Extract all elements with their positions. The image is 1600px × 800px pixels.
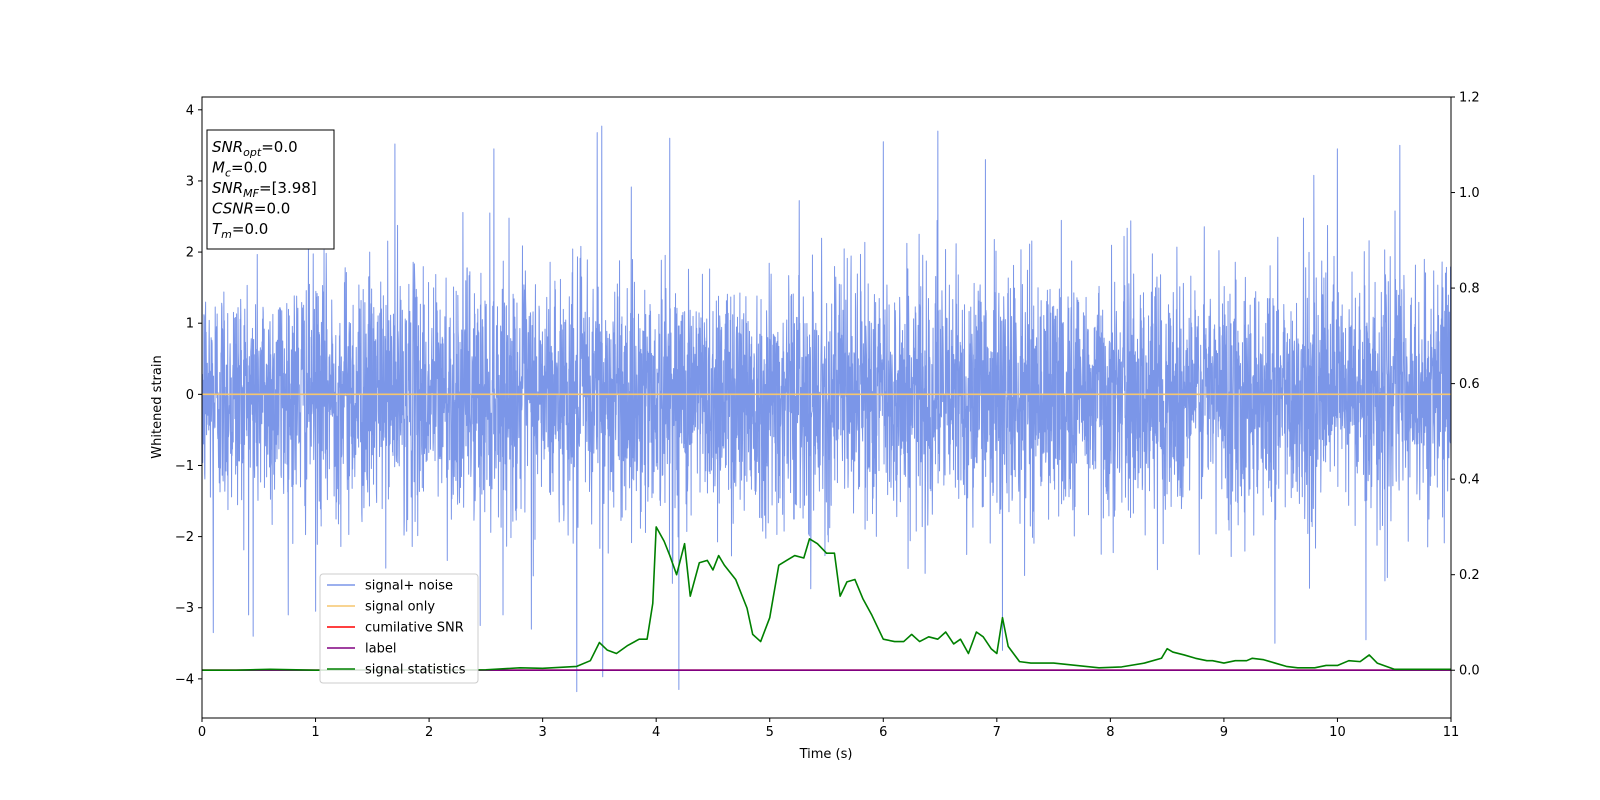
plot-frame <box>201 96 1452 719</box>
y-tick-label: −4 <box>175 672 194 687</box>
legend-entry-label: signal statistics <box>365 663 466 678</box>
x-tick-label: 3 <box>538 725 546 740</box>
y-axis-right: 0.0 0.2 0.4 0.6 0.8 1.0 1.2 <box>1451 91 1480 679</box>
x-tick-label: 9 <box>1220 725 1228 740</box>
y2-tick-label: 1.2 <box>1459 91 1480 106</box>
legend-frame <box>319 573 479 684</box>
x-tick-label: 2 <box>425 725 433 740</box>
x-tick-label: 5 <box>766 725 774 740</box>
legend: signal+ noise signal only cumilative SNR la… <box>319 573 479 684</box>
legend-entry-label: signal+ noise <box>365 579 453 594</box>
x-tick-label: 7 <box>993 725 1001 740</box>
x-tick-label: 1 <box>311 725 319 740</box>
y2-tick-label: 0.2 <box>1459 568 1480 583</box>
y-axis-left: −4 −3 −2 −1 0 1 2 3 4 <box>175 103 202 687</box>
y-tick-label: −2 <box>175 530 194 545</box>
info-line: Tm=0.0 <box>212 220 268 241</box>
info-line: Mc=0.0 <box>212 159 267 180</box>
x-tick-label: 4 <box>652 725 660 740</box>
info-line: SNRopt=0.0 <box>212 138 298 159</box>
y-tick-label: 3 <box>186 174 194 189</box>
y2-tick-label: 0.0 <box>1459 664 1480 679</box>
y2-tick-label: 1.0 <box>1459 186 1480 201</box>
info-line: SNRMF=[3.98] <box>212 179 317 200</box>
y-tick-label: −1 <box>175 459 194 474</box>
y-axis-label: Whitened strain <box>150 355 165 458</box>
x-tick-label: 8 <box>1106 725 1114 740</box>
series-signal-noise <box>202 125 1451 693</box>
x-axis-label: Time (s) <box>799 747 853 762</box>
x-tick-label: 10 <box>1329 725 1346 740</box>
signal-noise-line <box>202 125 1451 693</box>
legend-entry-label: cumilative SNR <box>365 621 464 636</box>
series-line-signal-statistics <box>202 526 1451 672</box>
y2-tick-label: 0.8 <box>1459 282 1480 297</box>
info-line: CSNR=0.0 <box>212 200 290 218</box>
x-tick-label: 11 <box>1443 725 1460 740</box>
x-tick-label: 6 <box>879 725 887 740</box>
y2-tick-label: 0.6 <box>1459 377 1480 392</box>
y-tick-label: −3 <box>175 601 194 616</box>
y-tick-label: 0 <box>186 388 194 403</box>
y-tick-label: 2 <box>186 246 194 261</box>
legend-entry-label: signal only <box>365 600 435 615</box>
y-tick-label: 4 <box>186 103 194 118</box>
legend-entry-label: label <box>365 642 396 657</box>
y-tick-label: 1 <box>186 317 194 332</box>
x-tick-label: 0 <box>198 725 206 740</box>
y2-tick-label: 0.4 <box>1459 473 1480 488</box>
x-axis: 0 1 2 3 4 5 6 7 8 9 10 11 <box>198 718 1459 740</box>
info-box-frame <box>206 129 335 250</box>
